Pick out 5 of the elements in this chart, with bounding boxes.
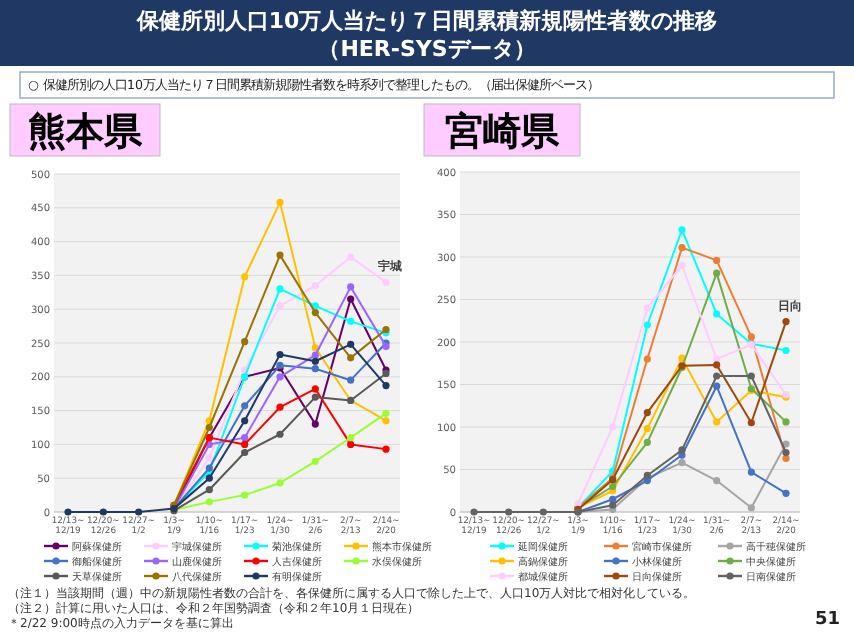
text: 保健所別人口10万人当たり７日間累積新規陽性者数の推移 [134, 8, 718, 34]
chart-title: 宮崎県 [445, 110, 561, 154]
text: 51 [814, 610, 840, 630]
chart-title: 熊本県 [28, 110, 144, 154]
text: （HER-SYSデータ） [318, 36, 536, 62]
